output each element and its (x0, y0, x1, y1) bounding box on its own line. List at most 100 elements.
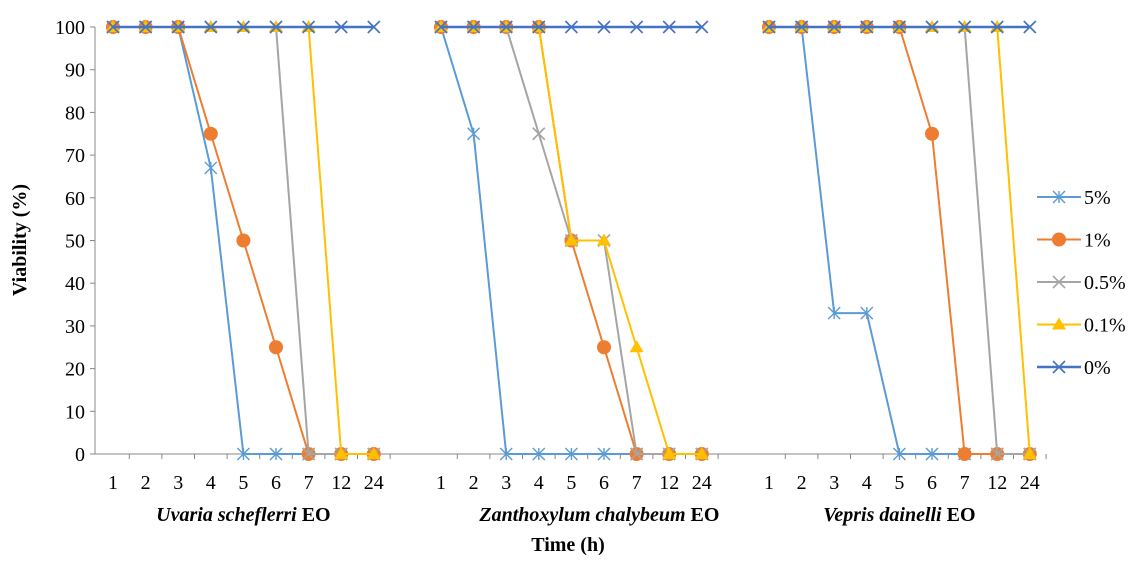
data-point (597, 20, 611, 34)
x-tick-label: 5 (566, 472, 576, 494)
data-point (532, 447, 546, 461)
data-point (367, 20, 381, 34)
x-tick-label: 24 (364, 472, 384, 494)
data-point (499, 20, 513, 34)
x-tick-label: 24 (1020, 472, 1040, 494)
panel-caption: Vepris dainelli EO (823, 504, 975, 526)
data-point (204, 161, 218, 175)
x-tick-label: 7 (632, 472, 642, 494)
legend-marker (1052, 275, 1066, 289)
data-point (236, 20, 250, 34)
data-point (236, 233, 251, 248)
data-point (564, 233, 579, 246)
legend-marker (1052, 360, 1066, 374)
series-layer (106, 20, 1037, 461)
data-point (892, 447, 906, 461)
y-tick-label: 70 (65, 145, 85, 167)
data-point (662, 447, 677, 459)
data-point (925, 20, 939, 34)
x-tick-label: 4 (206, 472, 216, 494)
data-point (827, 306, 841, 320)
y-tick-label: 10 (65, 401, 85, 423)
data-point (695, 20, 709, 34)
data-point (694, 447, 709, 459)
data-point (204, 20, 218, 34)
legend-item: 5% (1037, 187, 1111, 209)
x-tick-label: 5 (238, 472, 248, 494)
panel-caption: Zanthoxylum chalybeum EO (478, 504, 719, 526)
x-tick-label: 6 (271, 472, 281, 494)
legend-item: 0.1% (1037, 315, 1126, 337)
y-tick-label: 90 (65, 60, 85, 82)
data-point (269, 20, 283, 34)
x-tick-label: 6 (599, 472, 609, 494)
data-point (662, 20, 676, 34)
x-tick-label: 7 (960, 472, 970, 494)
x-tick-label: 1 (436, 472, 446, 494)
series-line (769, 26, 1030, 455)
data-point (1023, 20, 1037, 34)
x-tick-label: 5 (894, 472, 904, 494)
legend-label: 1% (1084, 230, 1111, 252)
y-tick-label: 60 (65, 188, 85, 210)
data-point (564, 20, 578, 34)
data-point (990, 447, 1004, 461)
x-tick-label: 2 (141, 472, 151, 494)
data-point (532, 20, 546, 34)
data-point (957, 447, 972, 461)
legend-marker (1052, 232, 1066, 247)
x-axis-title: Time (h) (531, 534, 605, 556)
data-point (302, 20, 316, 34)
data-point (925, 447, 939, 461)
data-point (630, 447, 644, 461)
x-tick-label: 3 (501, 472, 511, 494)
x-tick-label: 3 (173, 472, 183, 494)
x-tick-label: 12 (331, 472, 351, 494)
legend-marker (1052, 317, 1066, 330)
x-tick-label: 12 (987, 472, 1007, 494)
data-point (860, 20, 874, 34)
data-point (203, 126, 218, 141)
x-tick-label: 1 (108, 472, 118, 494)
data-point (597, 233, 611, 246)
data-point (532, 127, 546, 141)
legend-label: 0.5% (1084, 272, 1126, 294)
data-point (564, 447, 578, 461)
data-point (171, 20, 185, 34)
y-tick-label: 20 (65, 359, 85, 381)
x-tick-label: 24 (692, 472, 712, 494)
x-tick-label: 12 (659, 472, 679, 494)
data-point (597, 447, 611, 461)
data-point (499, 447, 513, 461)
data-point (597, 340, 611, 355)
y-tick-label: 80 (65, 102, 85, 124)
y-tick-label: 100 (55, 17, 85, 39)
y-tick-label: 30 (65, 316, 85, 338)
data-point (958, 20, 972, 34)
data-point (434, 20, 448, 34)
data-point (269, 447, 283, 461)
x-tick-label: 3 (829, 472, 839, 494)
data-point (467, 20, 481, 34)
legend-label: 5% (1084, 187, 1111, 209)
x-tick-label: 2 (797, 472, 807, 494)
data-point (269, 340, 283, 355)
legend-label: 0% (1084, 357, 1111, 379)
y-tick-label: 40 (65, 273, 85, 295)
data-point (892, 20, 906, 34)
y-tick-label: 50 (65, 231, 85, 253)
data-point (106, 20, 120, 34)
y-axis-title: Viability (%) (9, 184, 31, 296)
data-point (925, 126, 939, 141)
data-point (990, 20, 1004, 34)
x-tick-label: 4 (534, 472, 544, 494)
legend-item: 0.5% (1037, 272, 1126, 294)
legend-marker (1052, 190, 1066, 204)
panel-caption: Uvaria scheflerri EO (156, 504, 330, 526)
x-tick-label: 7 (304, 472, 314, 494)
data-point (629, 340, 644, 353)
data-point (236, 447, 250, 461)
legend-item: 1% (1037, 230, 1111, 252)
